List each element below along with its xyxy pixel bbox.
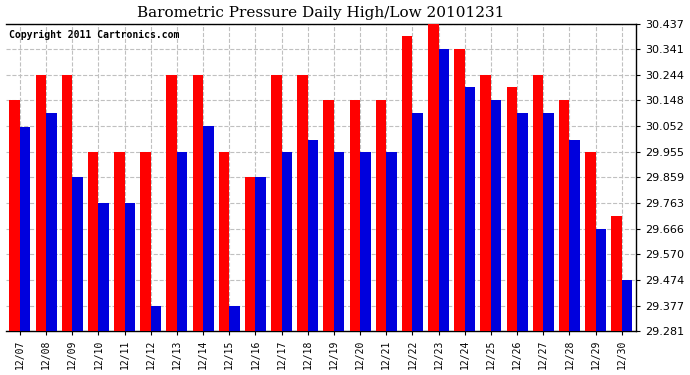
Bar [439, 49, 449, 331]
Bar [465, 87, 475, 331]
Bar [193, 75, 203, 331]
Bar [125, 203, 135, 331]
Bar [543, 113, 554, 331]
Bar [20, 127, 30, 331]
Bar [428, 24, 439, 331]
Bar [585, 152, 595, 331]
Bar [308, 140, 318, 331]
Bar [533, 75, 543, 331]
Bar [88, 152, 99, 331]
Bar [177, 152, 188, 331]
Bar [36, 75, 46, 331]
Bar [506, 87, 517, 331]
Bar [413, 113, 423, 331]
Bar [595, 229, 606, 331]
Bar [360, 152, 371, 331]
Bar [611, 216, 622, 331]
Bar [203, 126, 214, 331]
Bar [491, 100, 502, 331]
Bar [324, 100, 334, 331]
Bar [140, 152, 151, 331]
Bar [245, 177, 255, 331]
Bar [376, 100, 386, 331]
Bar [10, 100, 20, 331]
Bar [480, 75, 491, 331]
Bar [219, 152, 229, 331]
Bar [229, 306, 239, 331]
Text: Copyright 2011 Cartronics.com: Copyright 2011 Cartronics.com [9, 30, 179, 40]
Bar [166, 75, 177, 331]
Bar [454, 49, 465, 331]
Bar [151, 306, 161, 331]
Title: Barometric Pressure Daily High/Low 20101231: Barometric Pressure Daily High/Low 20101… [137, 6, 504, 20]
Bar [569, 140, 580, 331]
Bar [46, 113, 57, 331]
Bar [559, 100, 569, 331]
Bar [72, 177, 83, 331]
Bar [297, 75, 308, 331]
Bar [114, 152, 125, 331]
Bar [282, 152, 292, 331]
Bar [62, 75, 72, 331]
Bar [271, 75, 282, 331]
Bar [402, 36, 413, 331]
Bar [350, 100, 360, 331]
Bar [386, 152, 397, 331]
Bar [255, 177, 266, 331]
Bar [99, 203, 109, 331]
Bar [334, 152, 344, 331]
Bar [517, 113, 528, 331]
Bar [622, 280, 632, 331]
